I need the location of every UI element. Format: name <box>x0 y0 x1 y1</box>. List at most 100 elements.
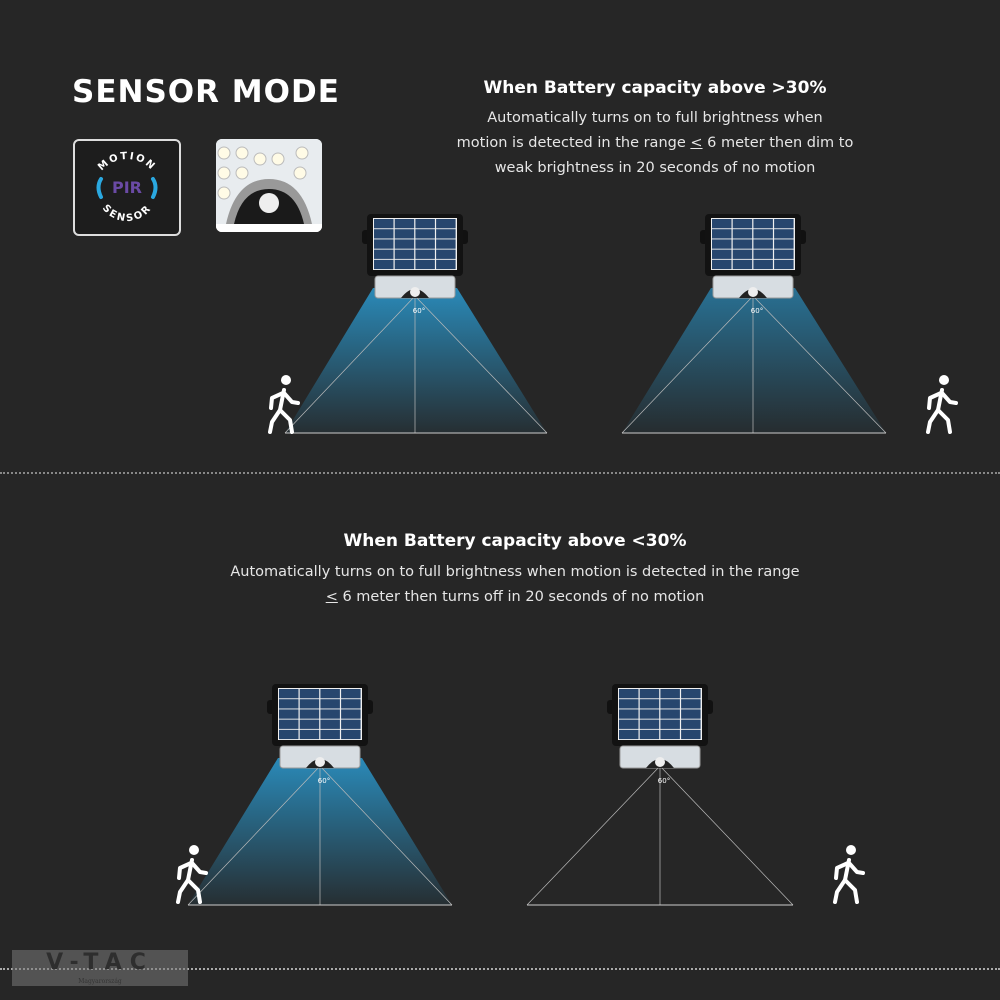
solar-cell <box>436 259 456 270</box>
solar-cell <box>436 229 456 239</box>
solar-cell <box>320 689 340 699</box>
angle-label: 60° <box>751 307 763 315</box>
solar-cell <box>320 699 340 709</box>
solar-cell <box>753 249 773 259</box>
solar-cell <box>341 709 361 719</box>
solar-cell <box>394 229 415 239</box>
desc-text: < <box>325 589 338 605</box>
solar-cell <box>660 729 680 740</box>
detection-line <box>659 765 794 906</box>
desc-text: 6 meter then turns off in 20 seconds of … <box>337 589 705 605</box>
desc-line: Automatically turns on to full brightnes… <box>487 110 823 126</box>
solar-cell <box>712 259 732 270</box>
solar-cell <box>279 719 299 729</box>
solar-cell <box>374 229 394 239</box>
walking-person-icon <box>833 845 865 904</box>
solar-cell <box>436 249 456 259</box>
pir-sensor <box>410 287 420 297</box>
solar-cell <box>732 239 753 249</box>
solar-lamp-3: 60° <box>176 684 453 906</box>
pir-sensor-closeup-image <box>216 139 322 232</box>
desc-text: 6 meter then dim to <box>702 135 854 151</box>
solar-cell <box>619 699 639 709</box>
low-battery-description: Automatically turns on to full brightnes… <box>190 560 840 610</box>
solar-cell <box>712 219 732 229</box>
solar-cell <box>279 699 299 709</box>
desc-line: Automatically turns on to full brightnes… <box>230 564 800 580</box>
solar-lamp-4: 60° <box>526 684 865 906</box>
solar-cell <box>394 219 415 229</box>
page-title: SENSOR MODE <box>72 74 340 110</box>
solar-cell <box>279 729 299 740</box>
solar-cell <box>394 249 415 259</box>
solar-cell <box>732 229 753 239</box>
solar-cell <box>753 229 773 239</box>
left-bracket-icon <box>96 177 103 199</box>
light-beam <box>622 288 886 433</box>
solar-cell <box>341 689 361 699</box>
solar-cell <box>712 239 732 249</box>
solar-cell <box>619 709 639 719</box>
low-battery-heading: When Battery capacity above <30% <box>343 531 687 551</box>
solar-cell <box>681 729 701 740</box>
pir-sensor <box>748 287 758 297</box>
solar-cell <box>320 709 340 719</box>
desc-line: weak brightness in 20 seconds of no moti… <box>494 160 816 176</box>
solar-cell <box>681 699 701 709</box>
detection-line <box>284 295 416 434</box>
solar-cell <box>639 719 660 729</box>
solar-cell <box>415 219 435 229</box>
desc-text: < <box>690 135 703 151</box>
solar-cell <box>299 709 320 719</box>
section-divider <box>0 472 1000 474</box>
solar-cell <box>774 239 794 249</box>
solar-cell <box>774 229 794 239</box>
pir-sensor <box>655 757 665 767</box>
pir-motion-sensor-badge: MOTION SENSOR PIR <box>73 139 181 236</box>
solar-cell <box>753 239 773 249</box>
angle-label: 60° <box>658 777 670 785</box>
solar-cell <box>374 219 394 229</box>
solar-cell <box>299 729 320 740</box>
solar-cell <box>639 689 660 699</box>
solar-cell <box>753 259 773 270</box>
walking-person-icon <box>926 375 958 434</box>
solar-cell <box>732 249 753 259</box>
high-battery-description: Automatically turns on to full brightnes… <box>430 106 880 181</box>
light-beam <box>285 288 547 433</box>
solar-cell <box>660 709 680 719</box>
solar-cell <box>436 239 456 249</box>
desc-line: < 6 meter then turns off in 20 seconds o… <box>190 585 840 610</box>
solar-cell <box>341 719 361 729</box>
solar-cell <box>639 699 660 709</box>
solar-cell <box>299 689 320 699</box>
solar-cell <box>681 689 701 699</box>
solar-lamp-1: 60° <box>268 214 548 434</box>
solar-cell <box>394 259 415 270</box>
solar-cell <box>753 219 773 229</box>
detection-line <box>752 295 887 434</box>
logo-brand: V-TAC <box>46 950 154 975</box>
solar-cell <box>639 709 660 719</box>
solar-cell <box>732 259 753 270</box>
solar-cell <box>660 719 680 729</box>
walking-person-icon <box>176 845 208 904</box>
detection-line <box>319 765 453 906</box>
logo-sub: Magyarország <box>78 978 122 985</box>
solar-cell <box>639 729 660 740</box>
solar-cell <box>279 709 299 719</box>
detection-line <box>621 295 754 434</box>
solar-cell <box>374 259 394 270</box>
solar-lamp-2: 60° <box>621 214 958 434</box>
solar-cell <box>774 219 794 229</box>
solar-cell <box>394 239 415 249</box>
angle-label: 60° <box>413 307 425 315</box>
walking-person-icon <box>268 375 300 434</box>
solar-cell <box>732 219 753 229</box>
solar-cell <box>619 729 639 740</box>
solar-cell <box>299 699 320 709</box>
solar-cell <box>415 229 435 239</box>
solar-cell <box>415 239 435 249</box>
high-battery-heading: When Battery capacity above >30% <box>483 78 827 98</box>
